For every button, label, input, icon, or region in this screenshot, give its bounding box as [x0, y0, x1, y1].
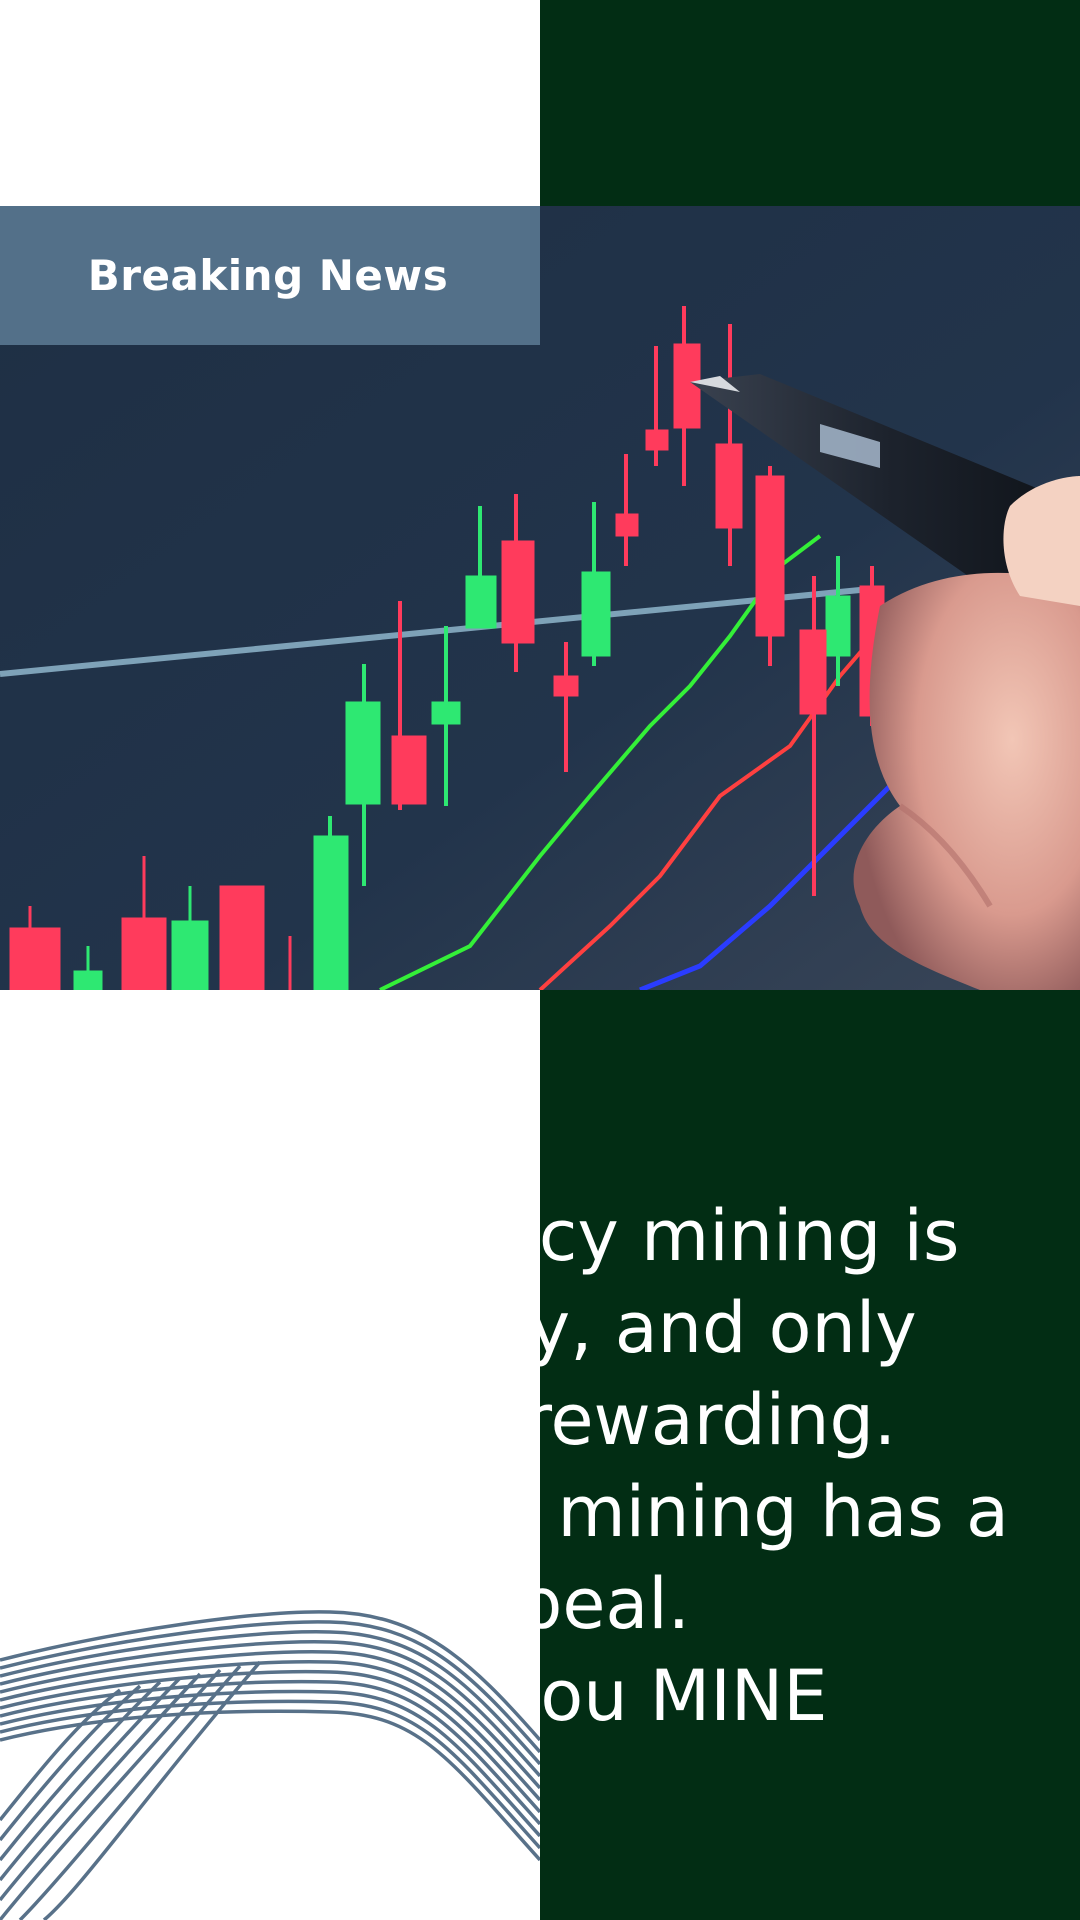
wave-lines-icon — [0, 1610, 540, 1920]
wave-lines-decoration — [0, 1590, 540, 1920]
breaking-news-banner: Breaking News — [0, 206, 540, 345]
article-paragraph: Cryptocurrency mining is painful, costly… — [80, 1195, 1009, 1645]
breaking-news-label: Breaking News — [87, 251, 449, 300]
